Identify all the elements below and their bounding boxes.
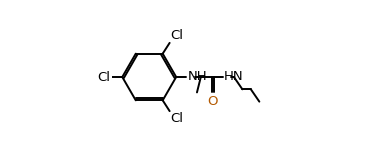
Text: HN: HN — [224, 70, 244, 83]
Text: NH: NH — [188, 70, 207, 83]
Text: Cl: Cl — [170, 112, 183, 125]
Text: Cl: Cl — [97, 71, 110, 83]
Text: O: O — [207, 95, 218, 108]
Text: Cl: Cl — [170, 29, 183, 42]
